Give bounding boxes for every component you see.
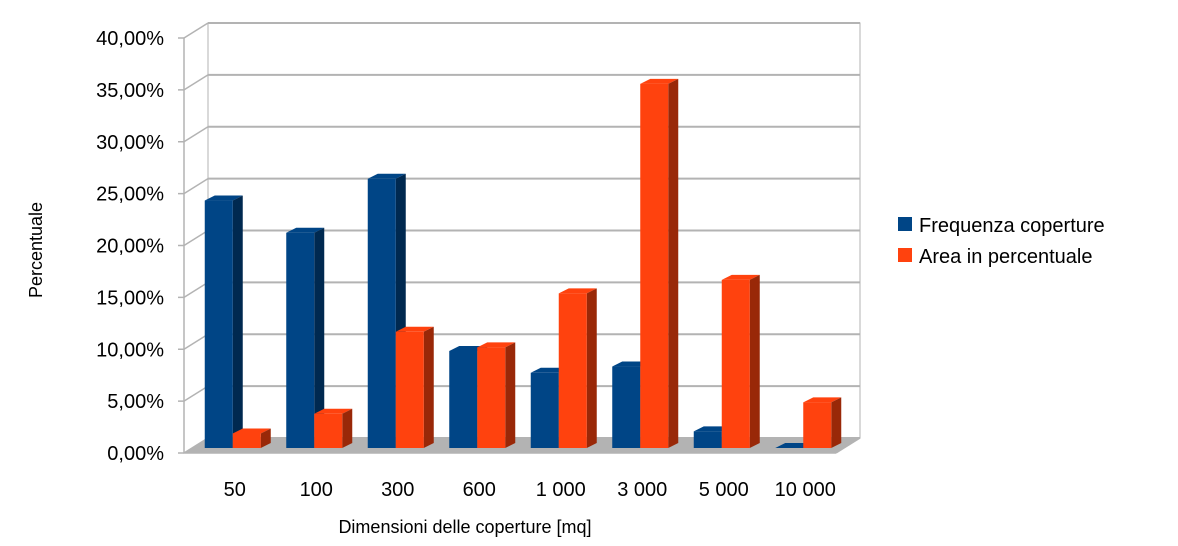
- floor-edge: [835, 437, 861, 454]
- y-tick-label: 25,00%: [96, 184, 164, 206]
- bar-top: [314, 408, 353, 414]
- bar-side: [749, 274, 760, 448]
- y-tick-label: 10,00%: [96, 339, 164, 361]
- chart-floor: [184, 438, 860, 453]
- y-tick-label: 40,00%: [96, 28, 164, 50]
- bar-top: [721, 274, 760, 280]
- bar-front: [693, 431, 722, 448]
- bar-front: [314, 413, 343, 448]
- bar-top: [558, 288, 597, 294]
- legend-swatch: [898, 217, 912, 231]
- bar: [721, 274, 760, 448]
- gridline-side: [183, 281, 209, 299]
- bars: [204, 78, 842, 449]
- gridline-side: [183, 22, 209, 39]
- bar-front: [477, 347, 506, 448]
- bar-top: [367, 173, 406, 179]
- bar-front: [612, 366, 641, 448]
- bar-front: [395, 331, 424, 448]
- bar-front: [286, 232, 315, 448]
- y-tick-label: 20,00%: [96, 236, 164, 258]
- y-tick-label: 30,00%: [96, 132, 164, 154]
- bar-side: [586, 288, 597, 448]
- bar: [395, 326, 434, 448]
- x-tick-label: 1 000: [536, 479, 586, 501]
- x-axis-title: Dimensioni delle coperture [mq]: [338, 517, 591, 537]
- bar: [204, 195, 243, 448]
- axes: [178, 37, 861, 454]
- y-tick-labels: 0,00% 5,00% 10,00% 15,00% 20,00% 25,00% 30,00%…: [96, 28, 164, 465]
- bar-top: [204, 195, 243, 201]
- bar: [314, 408, 353, 448]
- x-tick-label: 600: [463, 479, 496, 501]
- bar-front: [721, 279, 750, 448]
- x-tick-labels: 50 100 300 600 1 000 3 000 5 000 10 000: [224, 479, 836, 501]
- bar-front: [204, 200, 233, 448]
- bar-side: [314, 227, 325, 448]
- legend-label: Area in percentuale: [919, 246, 1092, 268]
- gridline-side: [183, 229, 209, 247]
- bar-front: [449, 350, 478, 448]
- gridline-side: [183, 437, 209, 454]
- gridline-side: [183, 385, 209, 402]
- x-tick-label: 5 000: [699, 479, 749, 501]
- bar-side: [668, 78, 679, 449]
- y-axis-title: Percentuale: [26, 202, 46, 298]
- gridline-side: [183, 177, 209, 195]
- bar-top: [477, 342, 516, 348]
- bar-front: [530, 372, 559, 448]
- y-tick-label: 35,00%: [96, 80, 164, 102]
- bar-front: [803, 402, 832, 448]
- bar: [803, 397, 842, 448]
- bar-side: [342, 408, 353, 448]
- bar-front: [232, 433, 261, 448]
- legend-label: Frequenza coperture: [919, 215, 1105, 237]
- legend: Frequenza coperture Area in percentuale: [898, 215, 1105, 268]
- bar: [477, 342, 516, 448]
- bar-front: [367, 178, 396, 449]
- bar-side: [260, 428, 271, 448]
- bar-front: [640, 83, 669, 449]
- bar-top: [803, 397, 842, 403]
- y-tick-label: 15,00%: [96, 287, 164, 309]
- bar-side: [423, 326, 434, 448]
- y-tick-label: 5,00%: [107, 391, 164, 413]
- bar-top: [232, 428, 271, 434]
- bar-front: [558, 293, 587, 448]
- bar: [232, 428, 271, 448]
- bar: [558, 288, 597, 448]
- x-tick-label: 3 000: [617, 479, 667, 501]
- bar: [640, 78, 679, 449]
- x-tick-label: 100: [300, 479, 333, 501]
- bar-side: [505, 342, 516, 448]
- gridline-side: [183, 74, 209, 91]
- bar: [286, 227, 325, 448]
- gridline-side: [183, 333, 209, 350]
- x-tick-label: 50: [224, 479, 246, 501]
- x-tick-label: 300: [381, 479, 414, 501]
- bar-side: [831, 397, 842, 448]
- bar-top: [286, 227, 325, 233]
- bar-top: [395, 326, 434, 332]
- y-tick-label: 0,00%: [107, 443, 164, 465]
- legend-swatch: [898, 248, 912, 262]
- gridline-side: [183, 126, 209, 143]
- bar-side: [232, 195, 243, 448]
- bar-top: [640, 78, 679, 84]
- x-tick-label: 10 000: [775, 479, 836, 501]
